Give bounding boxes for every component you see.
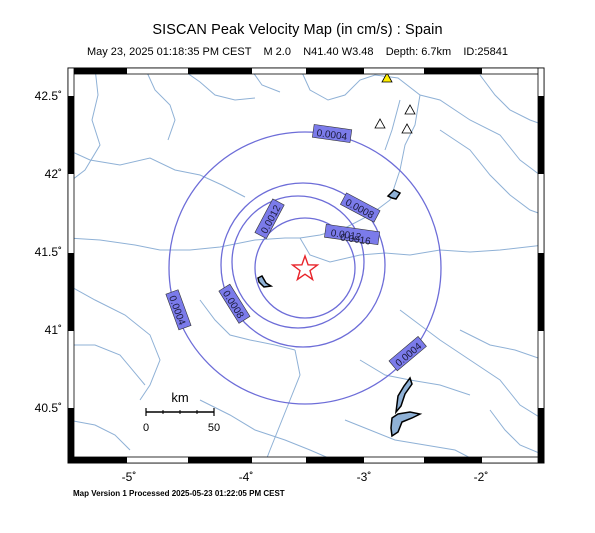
scale-unit: km — [171, 390, 188, 405]
latitude-axis: 42.5˚ 42˚ 41.5˚ 41˚ 40.5˚ — [35, 89, 62, 415]
river-network — [68, 68, 544, 463]
station-triangle-icon — [401, 123, 413, 134]
contour-0.0008 — [220, 182, 386, 348]
contour-label: 0.0016 — [339, 232, 371, 247]
lat-tick-label: 40.5˚ — [35, 401, 62, 415]
longitude-axis: -5˚ -4˚ -3˚ -2˚ — [122, 470, 489, 484]
contour-labels: 0.0004 0.0008 0.0012 0.0012 0.0016 0.000… — [165, 124, 427, 372]
station-triangle-icon — [374, 118, 386, 129]
lat-tick-label: 42.5˚ — [35, 89, 62, 103]
contour-0.0012 — [231, 195, 365, 329]
epicenter-star-icon — [290, 253, 320, 282]
lat-tick-label: 41.5˚ — [35, 245, 62, 259]
contour-0.0004 — [168, 131, 442, 405]
processing-footer: Map Version 1 Processed 2025-05-23 01:22… — [73, 489, 285, 498]
contour-label: 0.0012 — [330, 228, 362, 243]
map-title: SISCAN Peak Velocity Map (in cm/s) : Spa… — [152, 22, 443, 38]
map-frame — [67, 67, 545, 464]
lat-tick-label: 41˚ — [45, 323, 62, 337]
scale-max-label: 50 — [208, 422, 220, 434]
reservoirs — [257, 189, 423, 438]
lon-tick-label: -3˚ — [357, 470, 372, 484]
scale-min-label: 0 — [143, 422, 149, 434]
scale-bar: km 0 50 — [143, 390, 220, 434]
seismic-stations — [374, 72, 416, 134]
map-area — [68, 68, 544, 463]
lon-tick-label: -5˚ — [122, 470, 137, 484]
station-triangle-icon — [404, 104, 416, 115]
station-triangle-icon — [381, 72, 393, 83]
event-info: May 23, 2025 01:18:35 PM CEST M 2.0 N41.… — [86, 46, 509, 58]
contour-label: 0.0004 — [316, 128, 348, 143]
lon-tick-label: -4˚ — [239, 470, 254, 484]
contour-0.0016 — [254, 217, 356, 319]
lat-tick-label: 42˚ — [45, 167, 62, 181]
velocity-contours — [168, 131, 442, 405]
lon-tick-label: -2˚ — [474, 470, 489, 484]
